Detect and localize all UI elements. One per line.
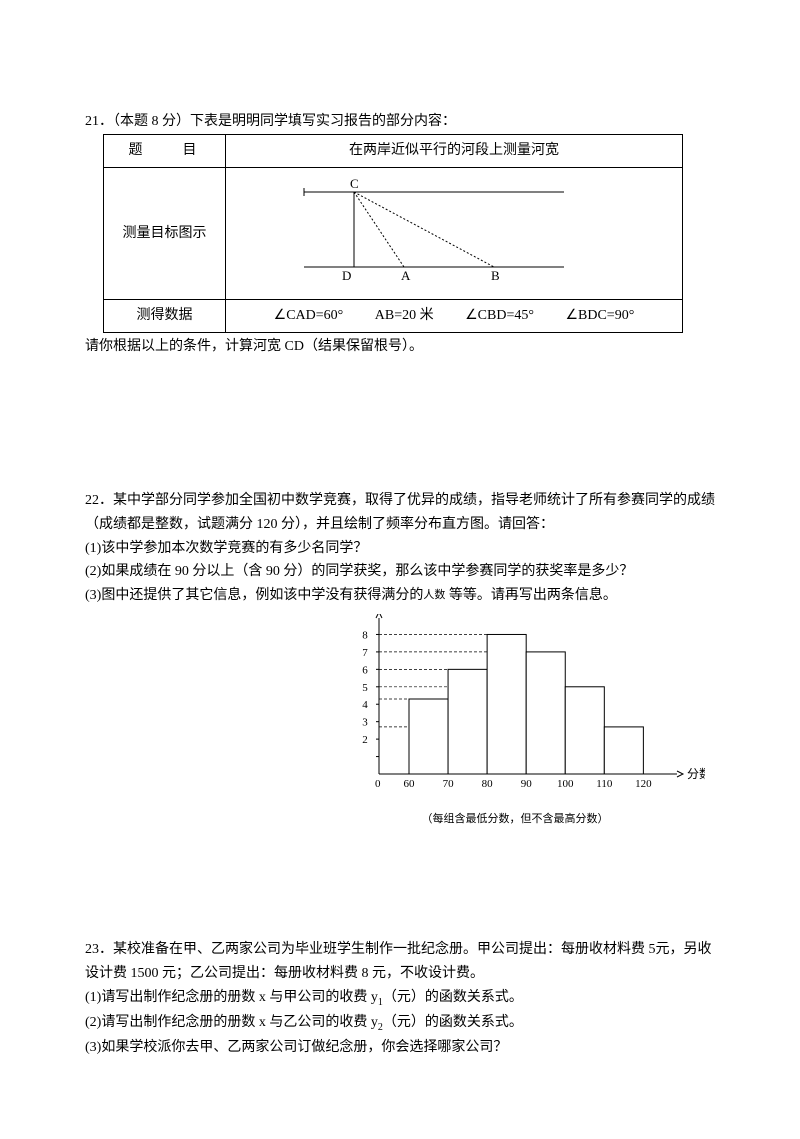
svg-text:60: 60 — [404, 778, 416, 790]
svg-text:7: 7 — [362, 647, 368, 659]
svg-text:C: C — [350, 176, 359, 191]
q22-histogram: 2345678060708090100110120分数 （每组含最低分数，但不含… — [345, 614, 715, 828]
problem-23: 23．某校准备在甲、乙两家公司为毕业班学生制作一批纪念册。甲公司提出：每册收材料… — [85, 938, 715, 1059]
q21-row2-left: 测量目标图示 — [104, 167, 226, 300]
svg-text:分数: 分数 — [687, 766, 705, 781]
svg-text:A: A — [401, 268, 411, 283]
q21-data-cell: ∠CAD=60° AB=20 米 ∠CBD=45° ∠BDC=90° — [226, 300, 683, 333]
q22-p2: (1)该中学参加本次数学竞赛的有多少名同学？ — [85, 537, 715, 561]
q21-table: 题 目 在两岸近似平行的河段上测量河宽 测量目标图示 C D A B 测得数据 ∠CA… — [103, 134, 683, 333]
q23-number: 23． — [85, 942, 113, 957]
svg-text:0: 0 — [375, 778, 381, 790]
q22-p4: (3)图中还提供了其它信息，例如该中学没有获得满分的人数 等等。请再写出两条信息… — [85, 584, 715, 608]
svg-text:3: 3 — [362, 717, 368, 729]
q21-row1-left: 题 目 — [104, 134, 226, 167]
q23-line1: 23．某校准备在甲、乙两家公司为毕业班学生制作一批纪念册。甲公司提出：每册收材料… — [85, 938, 715, 986]
q22-p1: 某中学部分同学参加全国初中数学竞赛，取得了优异的成绩，指导老师统计了所有参赛同学… — [85, 493, 715, 532]
svg-text:5: 5 — [362, 682, 368, 694]
q21-after: 请你根据以上的条件，计算河宽 CD（结果保留根号）。 — [85, 335, 715, 359]
q21-data1: ∠CAD=60° — [274, 304, 344, 328]
q21-diagram-cell: C D A B — [226, 167, 683, 300]
q21-intro: （本题 8 分）下表是明明同学填写实习报告的部分内容： — [113, 114, 456, 129]
q21-data3: ∠CBD=45° — [465, 304, 534, 328]
svg-text:8: 8 — [362, 629, 368, 641]
svg-text:80: 80 — [482, 778, 494, 790]
q23-p2: (1)请写出制作纪念册的册数 x 与甲公司的收费 y1（元）的函数关系式。 — [85, 986, 715, 1011]
svg-text:2: 2 — [362, 734, 368, 746]
q22-p3: (2)如果成绩在 90 分以上（含 90 分）的同学获奖，那么该中学参赛同学的获… — [85, 560, 715, 584]
svg-text:70: 70 — [443, 778, 455, 790]
svg-text:110: 110 — [596, 778, 613, 790]
svg-text:90: 90 — [521, 778, 533, 790]
svg-text:120: 120 — [635, 778, 652, 790]
q22-number: 22． — [85, 493, 113, 508]
problem-22: 22．某中学部分同学参加全国初中数学竞赛，取得了优异的成绩，指导老师统计了所有参… — [85, 489, 715, 828]
svg-text:100: 100 — [557, 778, 574, 790]
q21-data2: AB=20 米 — [375, 304, 434, 328]
svg-text:B: B — [491, 268, 500, 283]
q22-histogram-svg: 2345678060708090100110120分数 — [345, 614, 705, 799]
q23-p3: (2)请写出制作纪念册的册数 x 与乙公司的收费 y2（元）的函数关系式。 — [85, 1011, 715, 1036]
q22-line1: 22．某中学部分同学参加全国初中数学竞赛，取得了优异的成绩，指导老师统计了所有参… — [85, 489, 715, 537]
q21-row3-left: 测得数据 — [104, 300, 226, 333]
svg-text:6: 6 — [362, 664, 368, 676]
svg-text:D: D — [342, 268, 351, 283]
q21-diagram-svg: C D A B — [234, 172, 674, 287]
q23-p4: (3)如果学校派你去甲、乙两家公司订做纪念册，你会选择哪家公司？ — [85, 1036, 715, 1060]
q21-row1-right: 在两岸近似平行的河段上测量河宽 — [226, 134, 683, 167]
q21-heading: 21．（本题 8 分）下表是明明同学填写实习报告的部分内容： — [85, 110, 715, 134]
q21-number: 21． — [85, 114, 113, 129]
q21-data4: ∠BDC=90° — [565, 304, 634, 328]
svg-text:4: 4 — [362, 699, 368, 711]
q22-caption: （每组含最低分数，但不含最高分数） — [365, 810, 665, 829]
q23-p1: 某校准备在甲、乙两家公司为毕业班学生制作一批纪念册。甲公司提出：每册收材料费 5… — [85, 942, 712, 981]
problem-21: 21．（本题 8 分）下表是明明同学填写实习报告的部分内容： 题 目 在两岸近似… — [85, 110, 715, 359]
